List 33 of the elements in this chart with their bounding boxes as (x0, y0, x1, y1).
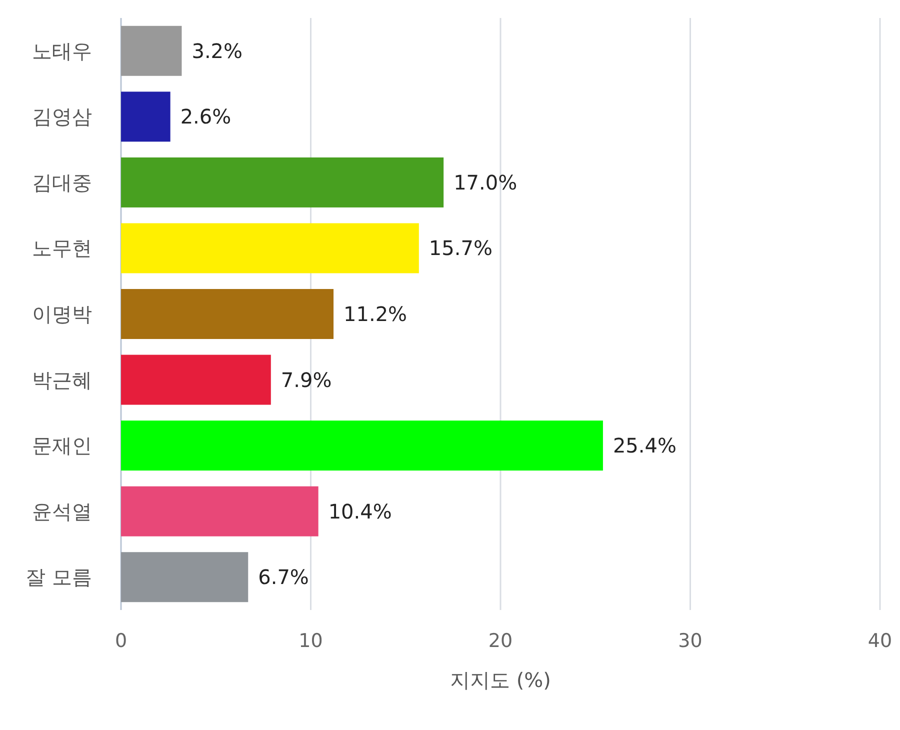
x-tick-label: 10 (298, 630, 323, 652)
data-label: 25.4% (612, 434, 677, 458)
bar (121, 552, 248, 602)
data-label: 17.0% (454, 170, 518, 194)
bar (121, 486, 318, 536)
y-tick-label: 노태우 (32, 38, 92, 63)
bar (121, 289, 334, 339)
data-label: 2.6% (180, 104, 232, 129)
x-tick-label: 0 (114, 630, 128, 652)
y-tick-label: 잘 모름 (26, 565, 92, 590)
bar (121, 223, 419, 274)
data-label: 7.9% (280, 368, 332, 392)
bar (121, 354, 271, 405)
x-tick-label: 40 (868, 630, 892, 652)
bar (121, 92, 170, 142)
y-tick-label: 박근혜 (32, 368, 92, 392)
data-label: 6.7% (258, 565, 309, 590)
data-label: 10.4% (328, 499, 392, 524)
y-tick-label: 김영삼 (32, 104, 92, 129)
data-label: 3.2% (192, 38, 243, 63)
bar (121, 26, 182, 76)
x-tick-label: 20 (488, 630, 513, 652)
y-tick-label: 윤석열 (32, 499, 92, 524)
y-tick-label: 이명박 (32, 302, 92, 326)
y-tick-label: 노무현 (32, 236, 92, 260)
y-tick-label: 김대중 (32, 170, 92, 194)
bar (121, 420, 603, 471)
x-axis-title: 지지도 (%) (450, 668, 551, 692)
x-tick-label: 30 (678, 630, 702, 652)
data-label: 11.2% (344, 302, 408, 326)
data-label: 15.7% (428, 236, 492, 260)
bar (121, 157, 444, 208)
y-tick-label: 문재인 (32, 434, 92, 458)
